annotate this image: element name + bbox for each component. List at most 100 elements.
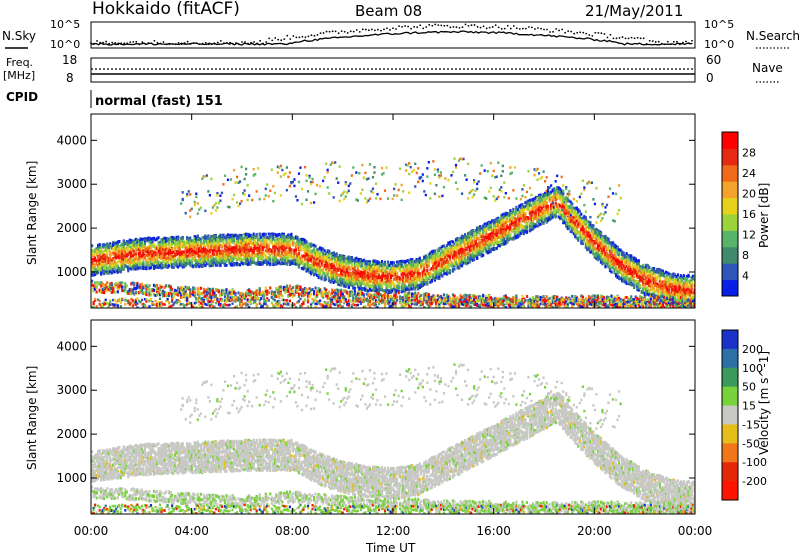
power-cell <box>266 236 269 240</box>
power-cell <box>201 292 204 296</box>
power-cell <box>98 258 101 262</box>
power-cell <box>272 185 275 188</box>
power-cell <box>128 260 131 264</box>
power-cell <box>346 279 349 283</box>
power-cell <box>297 265 301 269</box>
power-cell <box>101 257 104 261</box>
power-cell <box>94 284 97 288</box>
power-cell <box>350 257 353 261</box>
power-cell <box>164 260 168 264</box>
power-cell <box>127 247 130 251</box>
power-cell <box>309 250 313 254</box>
power-cell <box>116 265 119 269</box>
power-cell <box>204 247 207 251</box>
noise-search-dot <box>675 40 678 43</box>
power-cell <box>184 289 187 293</box>
power-cell <box>110 290 113 294</box>
power-cell <box>158 260 162 264</box>
power-cell <box>284 242 287 246</box>
power-cell <box>290 304 293 307</box>
power-cell <box>95 253 98 257</box>
power-cell <box>337 279 340 283</box>
power-cell <box>329 274 332 278</box>
power-cell <box>341 262 344 266</box>
power-cell <box>279 238 282 242</box>
power-cell <box>136 302 139 305</box>
power-cell <box>371 261 375 265</box>
power-cell <box>211 263 214 267</box>
power-cell <box>364 298 367 302</box>
power-cell <box>133 287 136 291</box>
power-cell <box>208 193 211 197</box>
power-cell <box>106 243 109 247</box>
power-cell <box>169 261 172 265</box>
power-cell <box>334 273 337 277</box>
power-cell <box>368 302 372 306</box>
power-cell <box>255 235 258 239</box>
power-cell <box>254 293 257 297</box>
power-cell <box>116 283 119 287</box>
power-cell <box>263 302 266 306</box>
power-cell <box>151 244 154 248</box>
power-cell <box>349 294 352 298</box>
power-cell <box>328 303 331 307</box>
power-cell <box>254 247 257 251</box>
power-cell <box>249 290 252 294</box>
power-cell <box>314 192 317 196</box>
power-cell <box>110 286 113 290</box>
noise-search-dot <box>663 43 666 46</box>
power-cell <box>92 259 95 263</box>
power-cell <box>237 296 240 300</box>
power-cell <box>140 288 144 292</box>
power-cell <box>112 270 115 274</box>
power-cell <box>362 293 365 297</box>
power-cell <box>211 242 214 246</box>
power-cell <box>164 252 168 256</box>
power-cell <box>148 288 151 292</box>
power-cell <box>163 258 166 262</box>
power-cell <box>282 298 285 302</box>
power-cell <box>232 251 236 255</box>
noise-search-dot <box>582 31 585 34</box>
power-cell <box>243 245 246 249</box>
power-cell <box>279 245 282 249</box>
power-cell <box>189 240 192 244</box>
power-cell <box>97 247 100 251</box>
power-cell <box>213 234 216 238</box>
power-cell <box>282 173 285 177</box>
power-cell <box>284 302 287 306</box>
power-cell <box>353 300 356 303</box>
power-cell <box>148 238 151 242</box>
power-cell <box>303 248 307 252</box>
power-cell <box>331 298 334 302</box>
power-cell <box>326 266 329 270</box>
power-cell <box>364 266 367 270</box>
power-cell <box>199 257 202 261</box>
power-cell <box>309 242 313 246</box>
power-cell <box>154 265 157 269</box>
noise-search-dot <box>639 37 642 40</box>
power-cell <box>164 294 168 298</box>
power-cell <box>94 281 97 285</box>
power-cell <box>340 300 343 304</box>
power-cell <box>189 291 192 295</box>
power-cell <box>139 283 142 287</box>
noise-search-dot <box>289 38 292 40</box>
power-cell <box>158 242 162 246</box>
power-cell <box>124 264 127 268</box>
freq-left-tick-low: 8 <box>66 71 74 85</box>
power-cell <box>216 289 219 293</box>
power-cell <box>180 236 183 240</box>
power-cell <box>107 305 110 308</box>
power-cell <box>334 279 337 283</box>
power-cell <box>140 262 144 266</box>
power-cell <box>317 269 320 273</box>
power-cell <box>257 167 260 170</box>
power-cell <box>216 192 219 195</box>
power-cell <box>134 257 137 261</box>
power-cell <box>297 255 301 259</box>
power-cell <box>362 270 365 274</box>
power-cell <box>198 304 201 307</box>
noise-search-dot <box>226 41 228 44</box>
power-cell <box>270 237 273 241</box>
